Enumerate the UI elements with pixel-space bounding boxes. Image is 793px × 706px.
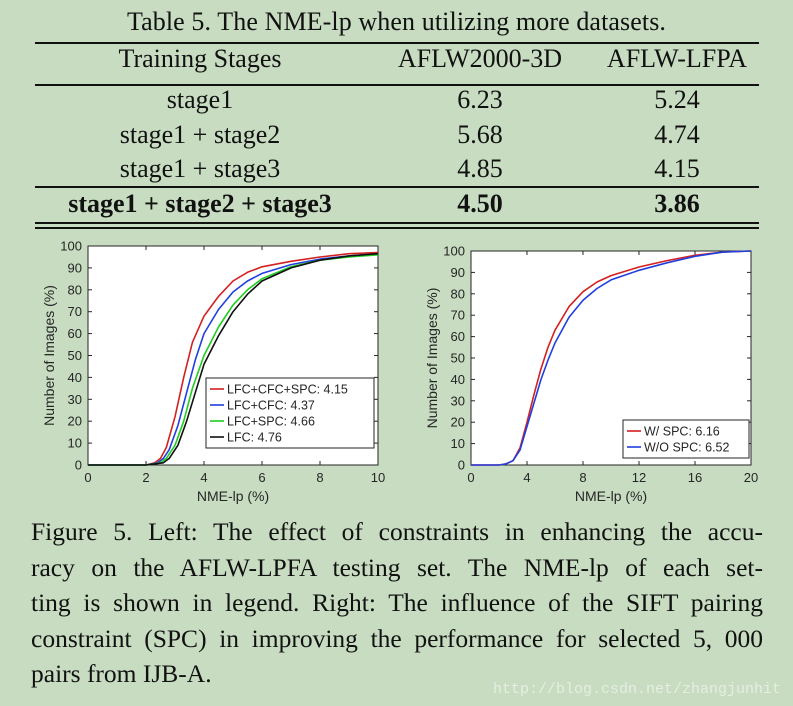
x-tick-label: 16	[688, 470, 702, 485]
table-top-rule	[35, 42, 759, 44]
table-row: stage1 + stage2 5.68 4.74	[35, 120, 759, 154]
x-axis-label: NME-lp (%)	[575, 488, 647, 504]
legend-label: W/ SPC: 6.16	[644, 425, 720, 439]
y-tick-label: 60	[68, 326, 82, 341]
table-bottom-rule-1	[35, 222, 759, 224]
y-tick-label: 20	[68, 414, 82, 429]
row-aflw2000-value: 5.68	[457, 120, 503, 149]
row-aflw2000-value: 4.50	[457, 189, 503, 218]
y-tick-label: 100	[443, 244, 465, 259]
legend-label: LFC+CFC: 4.37	[227, 399, 315, 413]
x-tick-label: 0	[84, 470, 91, 485]
caption-line: ting is shown in legend. Right: The infl…	[31, 588, 763, 617]
legend-label: W/O SPC: 6.52	[644, 441, 729, 455]
table-caption: Table 5. The NME-lp when utilizing more …	[126, 7, 667, 36]
row-stage: stage1 + stage2	[119, 120, 281, 149]
row-aflw2000-value: 6.23	[457, 85, 503, 114]
row-aflw-lfpa-value: 3.86	[654, 189, 700, 218]
y-axis-label: Number of Images (%)	[41, 285, 57, 426]
y-tick-label: 90	[451, 265, 465, 280]
x-tick-label: 6	[258, 470, 265, 485]
table-bottom-rule-2	[35, 227, 759, 229]
legend-label: LFC+CFC+SPC: 4.15	[227, 383, 348, 397]
x-tick-label: 12	[632, 470, 646, 485]
series-line	[88, 252, 379, 466]
table-row: stage1 6.23 5.24	[35, 85, 759, 119]
watermark: http://blog.csdn.net/zhangjunhit	[492, 681, 781, 698]
y-tick-label: 40	[451, 372, 465, 387]
figure-caption: Figure 5. Left: The effect of constraint…	[31, 514, 763, 692]
legend-label: LFC+SPC: 4.66	[227, 415, 315, 429]
right-cdf-chart: 0 4 8 12 16 20 0 10 20 30 40 50 60 70 80 90 100 NME-lp (%…	[424, 244, 758, 505]
row-aflw-lfpa-value: 4.15	[654, 154, 700, 183]
caption-line: pairs from IJB-A.	[31, 659, 212, 688]
y-axis-label: Number of Images (%)	[424, 288, 440, 429]
series-line	[88, 252, 379, 466]
y-tick-label: 80	[451, 286, 465, 301]
y-tick-label: 90	[68, 260, 82, 275]
row-stage: stage1 + stage2 + stage3	[68, 189, 332, 218]
table-mid-rule	[35, 186, 759, 188]
legend-box	[622, 419, 750, 459]
x-axis-label: NME-lp (%)	[197, 488, 269, 504]
row-aflw2000-value: 4.85	[457, 154, 503, 183]
y-tick-label: 80	[68, 282, 82, 297]
y-tick-label: 20	[451, 415, 465, 430]
y-tick-label: 70	[68, 304, 82, 319]
row-stage: stage1 + stage3	[119, 154, 281, 183]
x-tick-label: 10	[371, 470, 385, 485]
series-line	[88, 251, 379, 466]
x-tick-label: 8	[316, 470, 323, 485]
x-tick-label: 20	[744, 470, 758, 485]
row-aflw-lfpa-value: 5.24	[654, 85, 700, 114]
x-tick-label: 4	[523, 470, 530, 485]
table-header-rule	[35, 84, 759, 86]
header-training-stages: Training Stages	[118, 44, 282, 73]
y-tick-label: 0	[458, 458, 465, 473]
y-tick-label: 40	[68, 370, 82, 385]
caption-line: constraint (SPC) in improving the perfor…	[31, 623, 763, 653]
caption-line: Figure 5. Left: The effect of constraint…	[31, 517, 763, 546]
y-tick-label: 10	[451, 436, 465, 451]
legend-box	[205, 377, 375, 449]
caption-line: racy on the AFLW-LPFA testing set. The N…	[31, 552, 763, 582]
table-header-row: Training Stages AFLW2000-3D AFLW-LFPA	[35, 44, 759, 78]
series-line	[471, 250, 752, 466]
x-tick-label: 0	[467, 470, 474, 485]
x-tick-label: 4	[200, 470, 207, 485]
y-tick-label: 50	[451, 351, 465, 366]
y-tick-label: 0	[75, 458, 82, 473]
table-row-best: stage1 + stage2 + stage3 4.50 3.86	[35, 189, 759, 223]
x-tick-label: 8	[579, 470, 586, 485]
table-row: stage1 + stage3 4.85 4.15	[35, 154, 759, 188]
x-tick-label: 2	[142, 470, 149, 485]
y-tick-label: 60	[451, 329, 465, 344]
legend-label: LFC: 4.76	[227, 431, 282, 445]
y-tick-label: 30	[68, 392, 82, 407]
y-tick-label: 30	[451, 393, 465, 408]
row-stage: stage1	[166, 85, 234, 114]
y-tick-label: 50	[68, 348, 82, 363]
y-tick-label: 10	[68, 436, 82, 451]
y-tick-label: 100	[60, 239, 82, 254]
row-aflw-lfpa-value: 4.74	[654, 120, 700, 149]
header-aflw2000: AFLW2000-3D	[397, 44, 563, 73]
y-tick-label: 70	[451, 308, 465, 323]
header-aflw-lfpa: AFLW-LFPA	[606, 44, 748, 73]
